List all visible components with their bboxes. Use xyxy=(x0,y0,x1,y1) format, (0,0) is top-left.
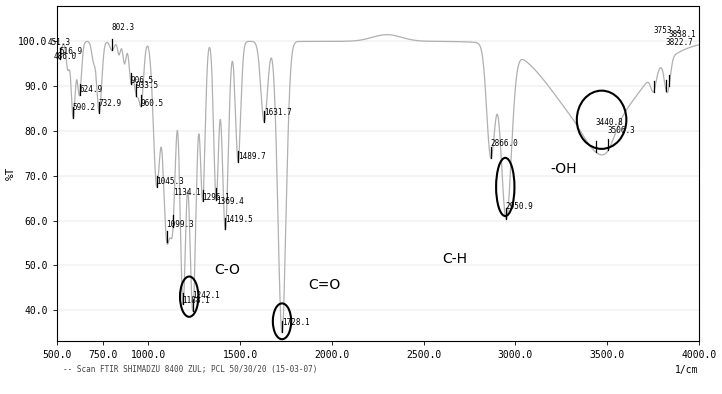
Text: 1134.1: 1134.1 xyxy=(173,188,201,197)
Text: 1728.1: 1728.1 xyxy=(282,318,310,327)
Text: 1242.1: 1242.1 xyxy=(193,291,220,300)
Text: 590.2: 590.2 xyxy=(73,103,96,112)
Text: 2950.9: 2950.9 xyxy=(506,202,534,211)
Text: -- Scan FTIR SHIMADZU 8400 ZUL; PCL 50/30/20 (15-03-07): -- Scan FTIR SHIMADZU 8400 ZUL; PCL 50/3… xyxy=(63,365,318,374)
Text: 933.5: 933.5 xyxy=(136,81,159,90)
Text: 1631.7: 1631.7 xyxy=(264,108,292,117)
Text: 3822.7: 3822.7 xyxy=(666,38,694,47)
Text: 2866.0: 2866.0 xyxy=(490,139,518,148)
Text: 1369.4: 1369.4 xyxy=(216,197,243,206)
Text: C-O: C-O xyxy=(214,263,240,277)
Text: 906.5: 906.5 xyxy=(131,76,154,85)
Text: 3753.2: 3753.2 xyxy=(653,26,681,35)
Text: 802.3: 802.3 xyxy=(112,22,135,32)
Text: C=O: C=O xyxy=(308,279,340,292)
Text: 1296.1: 1296.1 xyxy=(202,193,230,202)
Text: 1419.5: 1419.5 xyxy=(225,215,253,224)
Text: 3440.8: 3440.8 xyxy=(596,118,624,127)
Text: 1188.1: 1188.1 xyxy=(183,296,210,305)
Text: 1099.3: 1099.3 xyxy=(166,219,194,229)
Text: 451.3: 451.3 xyxy=(48,38,71,47)
Y-axis label: %T: %T xyxy=(6,167,16,180)
Text: 1/cm: 1/cm xyxy=(675,365,699,375)
Text: 1489.7: 1489.7 xyxy=(238,152,266,162)
Text: 624.9: 624.9 xyxy=(79,85,103,94)
Text: C-H: C-H xyxy=(442,252,467,266)
Text: 960.5: 960.5 xyxy=(141,98,164,108)
Text: 3838.1: 3838.1 xyxy=(669,30,697,39)
Text: 486.0: 486.0 xyxy=(54,52,77,61)
Text: 732.9: 732.9 xyxy=(99,98,122,108)
Text: 3506.3: 3506.3 xyxy=(608,126,635,134)
Text: -OH: -OH xyxy=(550,162,577,176)
Text: 1045.3: 1045.3 xyxy=(157,177,184,186)
Text: 516.9: 516.9 xyxy=(59,47,82,56)
